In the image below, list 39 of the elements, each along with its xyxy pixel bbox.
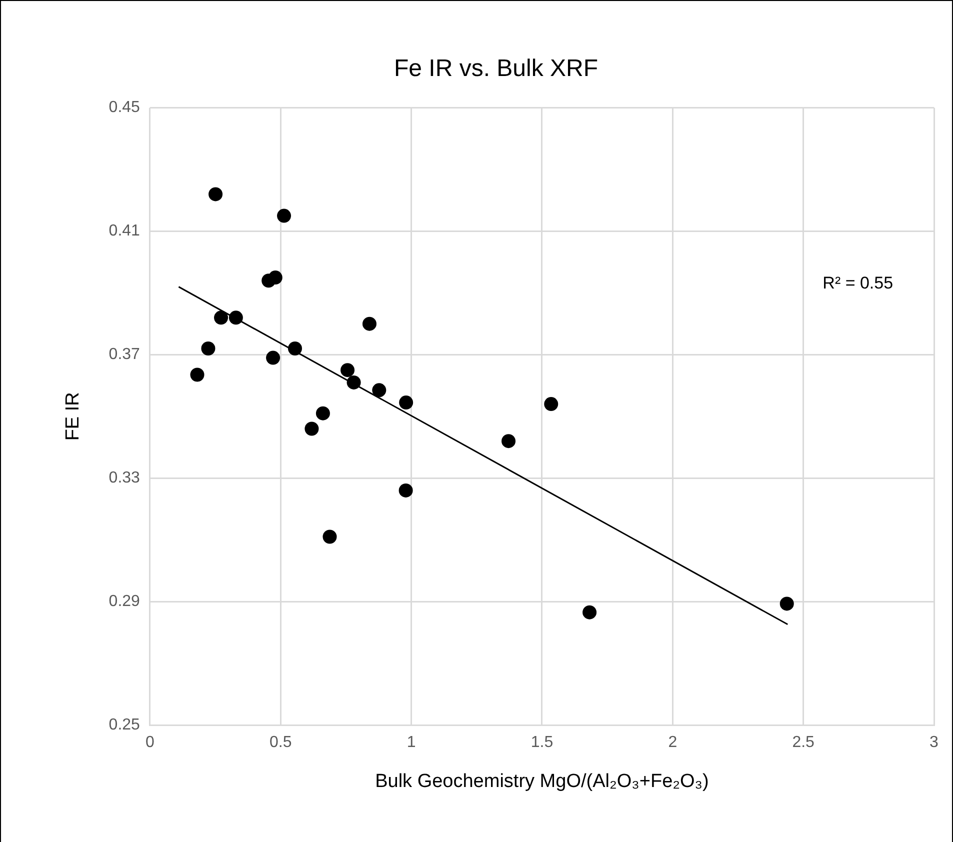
y-axis-title: FE IR: [62, 392, 84, 441]
point: [398, 483, 413, 498]
point: [544, 397, 558, 412]
point: [208, 187, 223, 202]
y-tick-label: 0.29: [108, 592, 140, 610]
x-tick-label: 2.5: [792, 734, 815, 752]
point: [372, 383, 386, 398]
chart-title: Fe IR vs. Bulk XRF: [394, 55, 598, 82]
annotation: R² = 0.55: [822, 273, 894, 292]
y-tick-label: 0.45: [108, 99, 140, 116]
point: [304, 422, 319, 436]
y-tick-label: 0.41: [108, 222, 140, 240]
point: [340, 363, 355, 378]
point: [346, 375, 361, 390]
point: [268, 270, 282, 285]
point: [502, 434, 516, 448]
point: [277, 208, 292, 223]
y-tick-label: 0.25: [108, 716, 140, 734]
x-tick-label: 2: [668, 734, 678, 752]
x-tick-label: 1.5: [530, 734, 554, 752]
point: [322, 530, 337, 544]
point: [266, 350, 280, 365]
y-tick-label: 0.37: [108, 346, 140, 364]
point: [190, 368, 204, 382]
point: [582, 605, 597, 620]
x-tick-label: 3: [930, 734, 939, 752]
point: [201, 342, 216, 356]
point: [316, 406, 330, 420]
x-tick-label: 0.5: [269, 734, 292, 752]
x-axis-title: Bulk Geochemistry MgO/(Al₂O₃+Fe₂O₃): [375, 770, 709, 792]
point: [214, 310, 228, 325]
y-tick-label: 0.33: [108, 470, 140, 487]
x-tick-label: 0: [145, 734, 154, 752]
point: [288, 342, 302, 356]
point: [362, 316, 376, 331]
point: [228, 310, 243, 325]
point: [399, 396, 414, 410]
point: [780, 596, 794, 611]
x-tick-label: 1: [406, 734, 416, 752]
